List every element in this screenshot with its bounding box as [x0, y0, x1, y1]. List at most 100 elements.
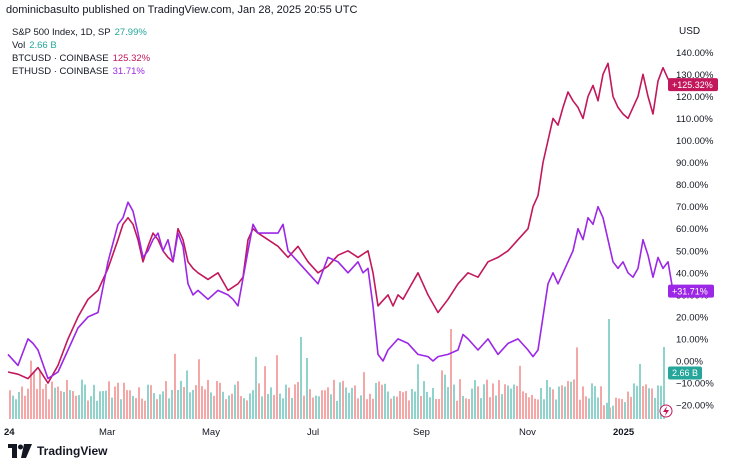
volume-bar [312, 397, 314, 419]
volume-bar [525, 393, 527, 419]
price-badge-label: 2.66 B [672, 368, 698, 378]
volume-bar [186, 370, 188, 419]
legend-eth[interactable]: ETHUSD · COINBASE 31.71% [12, 65, 150, 78]
volume-bar [531, 394, 533, 419]
volume-bar [564, 386, 566, 419]
volume-bar [120, 399, 122, 419]
volume-bar [336, 400, 338, 419]
volume-bar [393, 396, 395, 419]
x-tick-label: Nov [519, 427, 536, 438]
volume-bar [141, 398, 143, 419]
volume-bar [597, 397, 599, 419]
volume-bar [135, 397, 137, 419]
volume-bar [321, 390, 323, 419]
legend-spx-name: S&P 500 Index, 1D, SP [12, 27, 111, 38]
brand-name: TradingView [37, 444, 108, 458]
y-tick-label: 70.00% [676, 202, 709, 213]
volume-bar [663, 347, 665, 419]
volume-bar [480, 398, 482, 419]
alert-icon[interactable] [659, 404, 673, 418]
volume-bar [147, 384, 149, 419]
volume-bar [96, 400, 98, 419]
volume-bar [408, 400, 410, 419]
volume-bar [222, 391, 224, 419]
volume-bar [504, 384, 506, 419]
legend-vol-name: Vol [12, 40, 26, 51]
legend-vol[interactable]: Vol 2.66 B [12, 39, 150, 52]
volume-bar [375, 383, 377, 419]
volume-bar [588, 398, 590, 419]
legend-eth-name: ETHUSD · COINBASE [12, 66, 109, 77]
y-tick-label: 20.00% [676, 312, 709, 323]
volume-bar [333, 379, 335, 419]
volume-bar [330, 394, 332, 419]
volume-bar [216, 381, 218, 419]
volume-bar [57, 386, 59, 419]
volume-bar [132, 395, 134, 419]
volume-bar [78, 395, 80, 419]
volume-bar [570, 381, 572, 419]
volume-bar [615, 397, 617, 419]
volume-bar [456, 400, 458, 419]
volume-bar [387, 391, 389, 419]
volume-bar [168, 398, 170, 419]
volume-bar [657, 385, 659, 419]
volume-bar [444, 374, 446, 419]
volume-bar [45, 383, 47, 419]
legend-btc[interactable]: BTCUSD · COINBASE 125.32% [12, 52, 150, 65]
volume-bar [165, 381, 167, 419]
price-badge-label: +31.71% [672, 286, 708, 296]
volume-bar [642, 386, 644, 419]
volume-bar [633, 383, 635, 419]
y-tick-label: −20.00% [676, 401, 714, 412]
volume-bar [612, 405, 614, 419]
volume-bar [84, 384, 86, 419]
legend-vol-value: 2.66 B [29, 40, 57, 51]
volume-bar [51, 381, 53, 419]
volume-bar [279, 393, 281, 419]
volume-bar [519, 365, 521, 419]
volume-bar [189, 392, 191, 419]
y-tick-label: 50.00% [676, 246, 709, 257]
volume-bar [273, 394, 275, 419]
series-line-3 [7, 201, 674, 380]
volume-bar [648, 388, 650, 419]
volume-bar [498, 380, 500, 419]
volume-bar [579, 399, 581, 419]
volume-bar [246, 400, 248, 419]
footer: TradingView [8, 444, 107, 458]
volume-bar [36, 388, 38, 419]
volume-bar [510, 388, 512, 419]
volume-bar [219, 382, 221, 419]
volume-bar [543, 399, 545, 419]
volume-bar [522, 391, 524, 419]
volume-bar [315, 395, 317, 419]
legend-spx[interactable]: S&P 500 Index, 1D, SP 27.99% [12, 26, 150, 39]
volume-bar [39, 371, 41, 419]
volume-bar [423, 381, 425, 419]
volume-bar [318, 396, 320, 419]
volume-bar [342, 380, 344, 419]
x-tick-label: 2025 [613, 427, 635, 438]
volume-bar [414, 391, 416, 419]
volume-bar [501, 394, 503, 419]
volume-bar [489, 397, 491, 419]
y-tick-label: 60.00% [676, 224, 709, 235]
volume-bar [534, 398, 536, 419]
volume-bar [27, 388, 29, 419]
volume-bar [231, 393, 233, 419]
volume-bar [177, 390, 179, 419]
volume-bar [474, 380, 476, 419]
volume-bar [105, 390, 107, 419]
volume-bar [174, 353, 176, 419]
volume-bar [93, 384, 95, 419]
volume-bar [18, 391, 20, 419]
volume-bar [126, 390, 128, 419]
y-tick-label: 100.00% [676, 136, 714, 147]
volume-bar [198, 359, 200, 419]
volume-bar [252, 390, 254, 419]
currency-label: USD [679, 26, 701, 37]
volume-bar [396, 396, 398, 419]
volume-bar [144, 400, 146, 419]
